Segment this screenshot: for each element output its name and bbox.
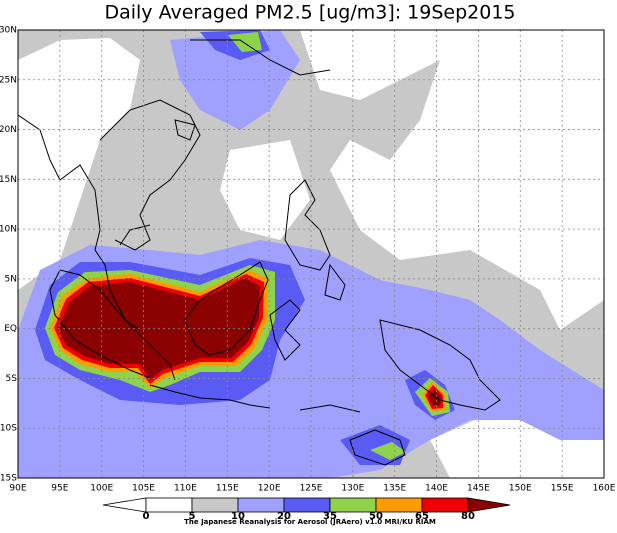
- credit: The Japanese Reanalysis for Aerosol (JRA…: [184, 518, 436, 526]
- lat-label: 15S: [0, 474, 17, 484]
- colorbar-label: 80: [461, 511, 475, 522]
- colorbar: 0 5 10 20 35 50 65 80: [102, 497, 511, 522]
- colorbar-label: 65: [415, 511, 429, 522]
- colorbar-segment: [329, 497, 377, 513]
- lat-label: 20N: [0, 125, 17, 135]
- title: Daily Averaged PM2.5 [ug/m3]: 19Sep2015: [104, 2, 515, 24]
- haze-region: [370, 442, 406, 460]
- colorbar-label: 50: [369, 511, 383, 522]
- lon-label: 100E: [90, 484, 113, 494]
- map-frame: [17, 29, 605, 479]
- pm25-field: [18, 30, 604, 478]
- colorbar-segment: [191, 497, 239, 513]
- lat-label: 10N: [0, 225, 17, 235]
- colorbar-label: 35: [323, 511, 337, 522]
- lat-label: 5N: [5, 274, 17, 284]
- lon-label: 95E: [51, 484, 68, 494]
- colorbar-label: 0: [143, 511, 150, 522]
- lon-label: 155E: [551, 484, 574, 494]
- lat-label: 30N: [0, 26, 17, 36]
- lon-label: 160E: [593, 484, 616, 494]
- lon-label: 135E: [383, 484, 406, 494]
- clean-region: [300, 30, 604, 330]
- colorbar-segment: [237, 497, 285, 513]
- colorbar-segment: [421, 497, 469, 513]
- lat-label: 15N: [0, 175, 17, 185]
- lon-label: 145E: [467, 484, 490, 494]
- colorbar-label: 10: [231, 511, 245, 522]
- lon-label: 120E: [258, 484, 281, 494]
- colorbar-label: 20: [277, 511, 291, 522]
- colorbar-segment: [145, 497, 193, 513]
- colorbar-label: 5: [189, 511, 196, 522]
- lat-label: 5S: [6, 374, 18, 384]
- lon-label: 125E: [300, 484, 323, 494]
- lon-label: 150E: [509, 484, 532, 494]
- colorbar-segment: [283, 497, 331, 513]
- lon-label: 90E: [9, 484, 26, 494]
- lat-label: 10S: [0, 424, 17, 434]
- lon-label: 110E: [174, 484, 197, 494]
- colorbar-segment: [467, 497, 511, 513]
- lon-label: 115E: [216, 484, 239, 494]
- lon-label: 140E: [425, 484, 448, 494]
- colorbar-segment: [102, 497, 147, 513]
- lon-label: 130E: [341, 484, 364, 494]
- lat-label: 25N: [0, 75, 17, 85]
- haze-region: [170, 30, 300, 130]
- clean-region: [18, 38, 140, 290]
- coastlines: [18, 39, 501, 466]
- colorbar-segment: [375, 497, 423, 513]
- haze-region: [228, 32, 262, 52]
- lat-label: EQ: [4, 324, 17, 334]
- lon-label: 105E: [132, 484, 155, 494]
